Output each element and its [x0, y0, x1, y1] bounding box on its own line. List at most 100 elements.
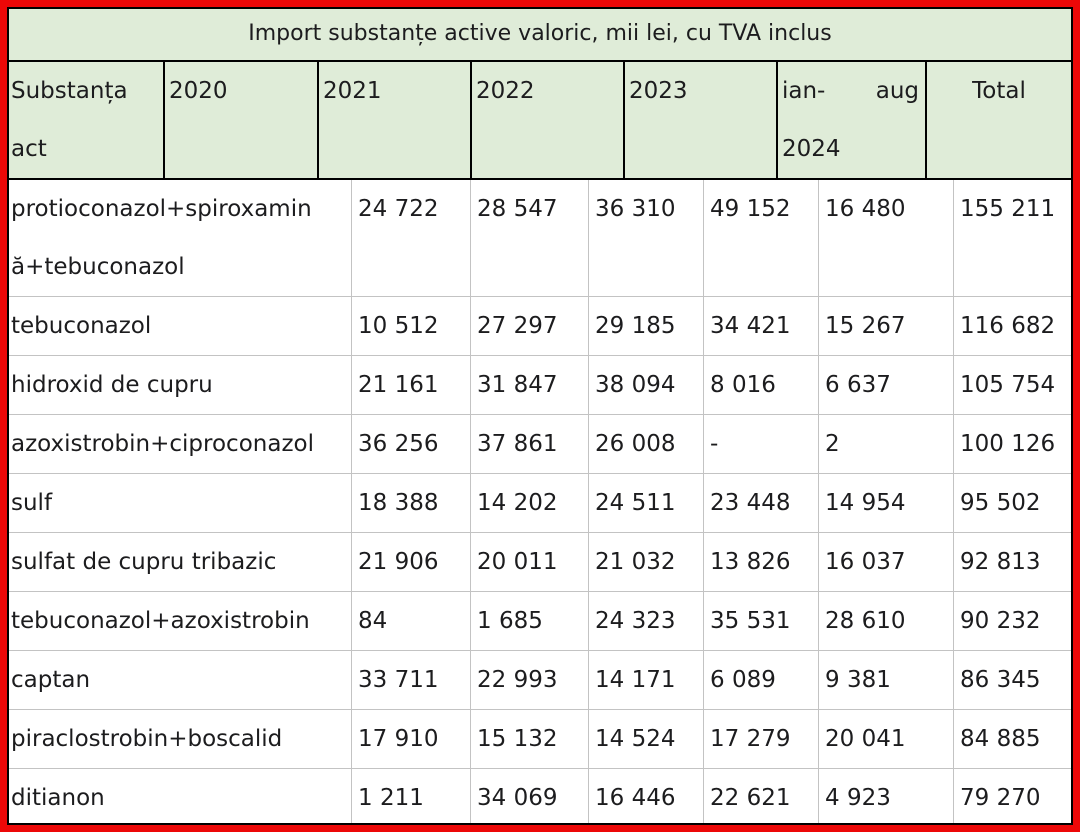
value-cell: 79 270: [953, 769, 1071, 823]
value-cell: 16 446: [588, 769, 703, 823]
value-cell: 14 171: [588, 651, 703, 709]
value-cell: 22 993: [470, 651, 588, 709]
value-cell: 24 722: [351, 180, 470, 296]
substance-name-cell: azoxistrobin+ciproconazol: [11, 431, 314, 457]
value-cell: 2: [818, 415, 953, 473]
value-cell: 17 279: [703, 710, 818, 768]
table-row: azoxistrobin+ciproconazol 36 256 37 861 …: [9, 415, 1071, 474]
value-cell: 21 161: [351, 356, 470, 414]
header-cell-2023: 2023: [623, 62, 776, 178]
header-cell-2021: 2021: [317, 62, 470, 178]
value-cell: 26 008: [588, 415, 703, 473]
value-cell: 21 032: [588, 533, 703, 591]
value-cell: 84 885: [953, 710, 1071, 768]
value-cell: 20 041: [818, 710, 953, 768]
value-cell: 24 323: [588, 592, 703, 650]
value-cell: 34 421: [703, 297, 818, 355]
import-substances-table: Import substanțe active valoric, mii lei…: [7, 7, 1073, 825]
table-row: tebuconazol 10 512 27 297 29 185 34 421 …: [9, 297, 1071, 356]
substance-name-cell: sulf: [11, 490, 53, 516]
table-row: sulfat de cupru tribazic 21 906 20 011 2…: [9, 533, 1071, 592]
value-cell: 6 637: [818, 356, 953, 414]
value-cell: 49 152: [703, 180, 818, 296]
value-cell: 31 847: [470, 356, 588, 414]
value-cell: 84: [351, 592, 470, 650]
value-cell: 38 094: [588, 356, 703, 414]
value-cell: 155 211: [953, 180, 1071, 296]
table-row: hidroxid de cupru 21 161 31 847 38 094 8…: [9, 356, 1071, 415]
substance-name-cell: protioconazol+spiroxamin ă+tebuconazol: [11, 196, 312, 280]
value-cell: 37 861: [470, 415, 588, 473]
value-cell: 13 826: [703, 533, 818, 591]
value-cell: 9 381: [818, 651, 953, 709]
table-row: piraclostrobin+boscalid 17 910 15 132 14…: [9, 710, 1071, 769]
value-cell: 24 511: [588, 474, 703, 532]
header-substance-line1: Substanța: [11, 78, 128, 104]
header-2021-label: 2021: [323, 78, 382, 104]
value-cell: 28 610: [818, 592, 953, 650]
value-cell: 1 211: [351, 769, 470, 823]
table-header-row: Substanța act 2020 2021 2022 2023 ian- a…: [9, 62, 1071, 180]
header-2020-label: 2020: [169, 78, 228, 104]
value-cell: 18 388: [351, 474, 470, 532]
value-cell: 15 267: [818, 297, 953, 355]
value-cell: 95 502: [953, 474, 1071, 532]
value-cell: 14 202: [470, 474, 588, 532]
value-cell: 4 923: [818, 769, 953, 823]
table-body: protioconazol+spiroxamin ă+tebuconazol 24…: [9, 180, 1071, 823]
table-row: tebuconazol+azoxistrobin 84 1 685 24 323…: [9, 592, 1071, 651]
header-period-line1: ian- aug: [782, 62, 919, 120]
value-cell: 8 016: [703, 356, 818, 414]
table-row: captan 33 711 22 993 14 171 6 089 9 381 …: [9, 651, 1071, 710]
header-period-aug: aug: [875, 78, 919, 104]
table-title: Import substanțe active valoric, mii lei…: [9, 9, 1071, 62]
value-cell: 20 011: [470, 533, 588, 591]
value-cell: 28 547: [470, 180, 588, 296]
header-cell-2020: 2020: [163, 62, 317, 178]
header-cell-2022: 2022: [470, 62, 623, 178]
value-cell: 36 310: [588, 180, 703, 296]
value-cell: 34 069: [470, 769, 588, 823]
substance-name-cell: tebuconazol+azoxistrobin: [11, 608, 310, 634]
substance-name-cell: ditianon: [11, 785, 105, 811]
value-cell: 100 126: [953, 415, 1071, 473]
table-row: sulf 18 388 14 202 24 511 23 448 14 954 …: [9, 474, 1071, 533]
header-cell-ian-aug-2024: ian- aug 2024: [776, 62, 925, 178]
header-period-ian: ian-: [782, 78, 826, 104]
value-cell: 35 531: [703, 592, 818, 650]
value-cell: 116 682: [953, 297, 1071, 355]
value-cell: 15 132: [470, 710, 588, 768]
substance-name-cell: hidroxid de cupru: [11, 372, 213, 398]
header-cell-substance: Substanța act: [9, 62, 163, 178]
substance-name-cell: piraclostrobin+boscalid: [11, 726, 283, 752]
value-cell: 33 711: [351, 651, 470, 709]
substance-name-cell: sulfat de cupru tribazic: [11, 549, 277, 575]
header-cell-total: Total: [925, 62, 1071, 178]
header-2023-label: 2023: [629, 78, 688, 104]
header-2022-label: 2022: [476, 78, 535, 104]
value-cell: 36 256: [351, 415, 470, 473]
value-cell: 1 685: [470, 592, 588, 650]
value-cell: 21 906: [351, 533, 470, 591]
substance-name-cell: captan: [11, 667, 91, 693]
value-cell: 22 621: [703, 769, 818, 823]
header-substance-line2: act: [11, 136, 47, 162]
value-cell: 14 954: [818, 474, 953, 532]
value-cell: 23 448: [703, 474, 818, 532]
value-cell: 17 910: [351, 710, 470, 768]
header-total-label: Total: [972, 78, 1026, 104]
value-cell: 6 089: [703, 651, 818, 709]
value-cell: 29 185: [588, 297, 703, 355]
value-cell: 27 297: [470, 297, 588, 355]
value-cell: 92 813: [953, 533, 1071, 591]
table-row: ditianon 1 211 34 069 16 446 22 621 4 92…: [9, 769, 1071, 823]
substance-name-cell: tebuconazol: [11, 313, 152, 339]
value-cell: 16 480: [818, 180, 953, 296]
table-row: protioconazol+spiroxamin ă+tebuconazol 24…: [9, 180, 1071, 297]
value-cell: -: [703, 415, 818, 473]
value-cell: 105 754: [953, 356, 1071, 414]
value-cell: 10 512: [351, 297, 470, 355]
value-cell: 14 524: [588, 710, 703, 768]
header-period-line2: 2024: [782, 136, 841, 162]
